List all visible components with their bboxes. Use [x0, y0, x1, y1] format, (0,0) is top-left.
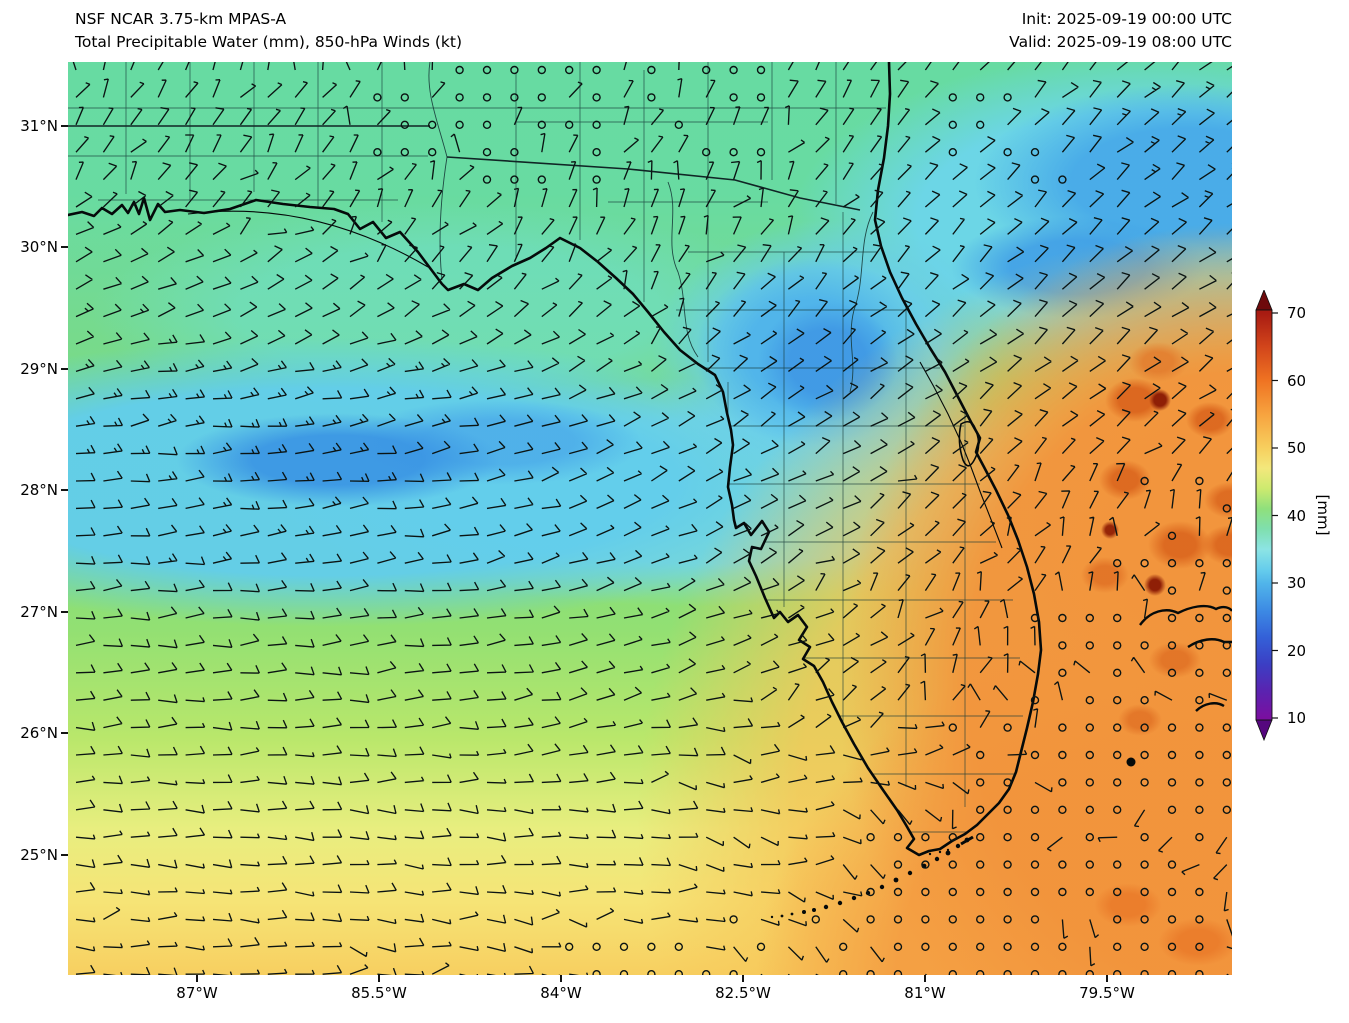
x-tick-label: 87°W — [176, 984, 218, 1002]
colorbar-tick-label: 10 — [1287, 709, 1307, 727]
colorbar-gradient-body — [1255, 309, 1273, 721]
y-tick-mark — [61, 125, 68, 127]
x-tick-label: 84°W — [540, 984, 582, 1002]
merritt-island-outline — [958, 420, 980, 467]
y-tick-label: 28°N — [20, 481, 58, 499]
coastline-and-borders-layer — [68, 62, 1232, 919]
y-tick-mark — [61, 611, 68, 613]
colorbar-tick-marks — [1272, 312, 1278, 719]
y-tick-mark — [61, 246, 68, 248]
init-time: Init: 2025-09-19 00:00 UTC — [1021, 10, 1232, 28]
panhandle-lagoon-line — [187, 210, 429, 268]
indian-river-lagoon-line — [919, 361, 1003, 549]
y-tick-mark — [61, 854, 68, 856]
map-axes — [68, 62, 1232, 975]
valid-time: Valid: 2025-09-19 08:00 UTC — [1009, 33, 1232, 51]
y-tick-label: 27°N — [20, 603, 58, 621]
x-tick-mark — [924, 975, 926, 982]
colorbar-tick-label: 40 — [1287, 506, 1307, 525]
bimini-island — [1126, 757, 1136, 767]
y-tick-label: 31°N — [20, 117, 58, 135]
figure-title-block: NSF NCAR 3.75-km MPAS-A Total Precipitabl… — [75, 8, 462, 54]
field-title: Total Precipitable Water (mm), 850-hPa W… — [75, 33, 463, 51]
x-tick-label: 85.5°W — [351, 984, 407, 1002]
x-tick-mark — [560, 975, 562, 982]
florida-keys-islands — [770, 835, 974, 919]
y-tick-mark — [61, 489, 68, 491]
colorbar-tick-label: 50 — [1287, 439, 1307, 457]
y-tick-mark — [61, 368, 68, 370]
colorbar-extend-above-arrow — [1255, 290, 1273, 311]
bahamas-outlines — [1139, 604, 1232, 712]
precipitable-water-field — [68, 62, 1232, 975]
x-tick-mark — [742, 975, 744, 982]
y-tick-label: 25°N — [20, 846, 58, 864]
x-tick-label: 82.5°W — [715, 984, 771, 1002]
y-tick-mark — [61, 732, 68, 734]
colorbar-tick-label: 60 — [1287, 371, 1307, 390]
x-tick-mark — [1106, 975, 1108, 982]
colorbar-extend-below-arrow — [1255, 719, 1273, 742]
colorbar — [1255, 290, 1278, 742]
county-borders — [68, 62, 1023, 833]
x-tick-mark — [378, 975, 380, 982]
colorbar-tick-label: 70 — [1287, 304, 1307, 322]
y-tick-label: 26°N — [20, 724, 58, 742]
x-tick-label: 79.5°W — [1079, 984, 1135, 1002]
colorbar-tick-label: 20 — [1287, 641, 1307, 660]
run-time-block: Init: 2025-09-19 00:00 UTC Valid: 2025-09… — [1009, 8, 1232, 54]
x-tick-label: 81°W — [904, 984, 946, 1002]
y-tick-label: 29°N — [20, 360, 58, 378]
x-tick-mark — [196, 975, 198, 982]
model-title: NSF NCAR 3.75-km MPAS-A — [75, 10, 287, 28]
y-tick-label: 30°N — [20, 238, 58, 256]
colorbar-unit-label: [mm] — [1314, 494, 1332, 536]
colorbar-tick-label: 30 — [1287, 574, 1307, 592]
wind-barbs-layer — [72, 62, 1232, 975]
coastline — [68, 62, 1043, 857]
